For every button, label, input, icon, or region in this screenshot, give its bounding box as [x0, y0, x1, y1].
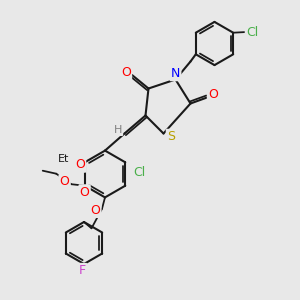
Text: Cl: Cl [246, 26, 258, 39]
Text: O: O [91, 204, 100, 217]
Text: S: S [167, 130, 175, 143]
Text: O: O [60, 175, 70, 188]
Text: O: O [208, 88, 218, 101]
Text: O: O [121, 65, 131, 79]
Text: F: F [79, 264, 86, 277]
Text: Et: Et [58, 154, 69, 164]
Text: O: O [75, 158, 85, 172]
Text: H: H [114, 125, 122, 135]
Text: N: N [171, 67, 180, 80]
Text: O: O [80, 185, 89, 199]
Text: Cl: Cl [133, 166, 145, 179]
